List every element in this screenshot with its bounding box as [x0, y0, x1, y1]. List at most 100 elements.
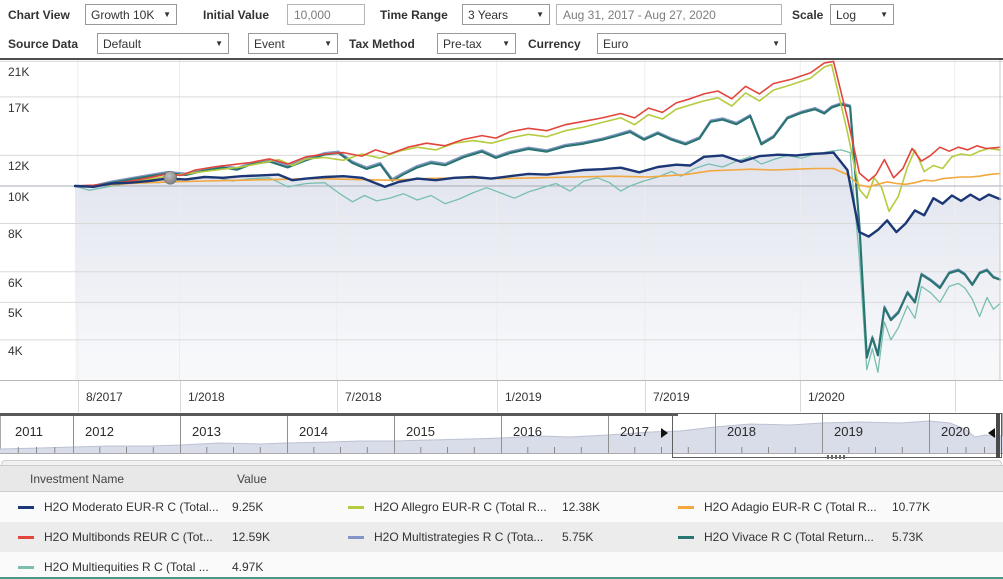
toolbar-row-2: Source Data Default ▼ Event ▼ Tax Method…: [0, 29, 1003, 58]
legend-investment-name: H2O Multiequities R C (Total ...: [44, 560, 209, 574]
initial-value-label: Initial Value: [203, 8, 270, 22]
x-axis-tick: [645, 381, 646, 412]
legend-investment-name: H2O Multibonds REUR C (Tot...: [44, 530, 213, 544]
y-axis-label: 17K: [8, 100, 30, 115]
legend-value: 12.38K: [562, 500, 601, 514]
y-axis-label: 12K: [8, 159, 30, 174]
time-range-value: 3 Years: [468, 7, 509, 22]
legend-row-stripe: [0, 522, 1003, 552]
series-area-moderato: [75, 152, 1000, 380]
series-line-allegro[interactable]: [74, 63, 1001, 213]
footer-accent-bar: [0, 577, 1003, 579]
x-axis: 8/2017 1/2018 7/2018 1/2019 7/2019 1/2020: [0, 380, 1003, 413]
legend-table: Investment Name Value H2O Multiequities …: [0, 465, 1003, 579]
scale-label: Scale: [792, 8, 824, 22]
legend-value: 12.59K: [232, 530, 271, 544]
timeline-year-2019[interactable]: 2019: [834, 424, 863, 439]
currency-select[interactable]: Euro ▼: [597, 33, 786, 54]
selection-left-handle-icon[interactable]: [661, 428, 668, 438]
timeline-year-2011[interactable]: 2011: [15, 424, 43, 439]
time-range-select[interactable]: 3 Years ▼: [462, 4, 550, 25]
timeline-year-2013[interactable]: 2013: [192, 424, 221, 439]
chart-view-select[interactable]: Growth 10K ▼: [85, 4, 177, 25]
source-data-select[interactable]: Default ▼: [97, 33, 229, 54]
chevron-down-icon: ▼: [772, 39, 780, 48]
chevron-down-icon: ▼: [880, 10, 888, 19]
timeline-year-2014[interactable]: 2014: [299, 424, 328, 439]
legend-row-stripe: [0, 552, 1003, 579]
legend-swatch-icon: [678, 536, 694, 539]
series-line-multibonds[interactable]: [74, 60, 1001, 187]
source-data-value: Default: [103, 36, 142, 51]
y-axis-label: 21K: [8, 65, 30, 80]
legend-swatch-icon: [18, 506, 34, 509]
legend-item-adagio[interactable]: H2O Adagio EUR-R C (Total R... 10.77K: [678, 492, 1003, 522]
scale-select[interactable]: Log ▼: [830, 4, 894, 25]
chevron-down-icon: ▼: [324, 39, 332, 48]
timeline-year-2012[interactable]: 2012: [85, 424, 114, 439]
legend-investment-name: H2O Allegro EUR-R C (Total R...: [374, 500, 547, 514]
event-value: Event: [254, 36, 285, 51]
x-axis-label: 7/2019: [653, 390, 690, 404]
x-axis-label: 8/2017: [86, 390, 123, 404]
selection-drag-grip[interactable]: [827, 455, 845, 459]
toolbar-row-1: Chart View Growth 10K ▼ Initial Value 10…: [0, 0, 1003, 29]
series-line-multiequities[interactable]: [74, 149, 1001, 373]
legend-item-moderato[interactable]: H2O Moderato EUR-R C (Total... 9.25K: [18, 492, 348, 522]
timeline-scrubber[interactable]: 2011 2012 2013 2014 2015 2016 2017 2018 2019 2020: [0, 413, 1003, 468]
initial-value-input[interactable]: 10,000: [287, 4, 365, 25]
legend-value: 5.73K: [892, 530, 924, 544]
legend-value: 4.97K: [232, 560, 264, 574]
selection-right-edge[interactable]: [996, 413, 1000, 458]
timeline-year-2020[interactable]: 2020: [941, 424, 970, 439]
x-axis-label: 1/2020: [808, 390, 845, 404]
event-marker-dot[interactable]: [163, 171, 178, 185]
legend-value: 9.25K: [232, 500, 264, 514]
chart-view-value: Growth 10K: [91, 7, 155, 22]
legend-item-vivace[interactable]: H2O Vivace R C (Total Return... 5.73K: [678, 522, 1003, 552]
timeline-year-2018[interactable]: 2018: [727, 424, 756, 439]
timeline-year-2017[interactable]: 2017: [620, 424, 649, 439]
x-axis-tick: [337, 381, 338, 412]
timeline-preview-area: [0, 421, 1003, 453]
legend-header: Investment Name Value: [0, 466, 1003, 492]
legend-item-multiequities[interactable]: H2O Multiequities R C (Total ... 4.97K: [18, 552, 348, 579]
selection-right-handle-icon[interactable]: [988, 428, 995, 438]
x-axis-tick: [78, 381, 79, 412]
timeline-year-2015[interactable]: 2015: [406, 424, 435, 439]
legend-item-allegro[interactable]: H2O Allegro EUR-R C (Total R... 12.38K: [348, 492, 678, 522]
series-line-moderato[interactable]: [73, 151, 1002, 238]
x-axis-label: 1/2018: [188, 390, 225, 404]
date-range-input[interactable]: Aug 31, 2017 - Aug 27, 2020: [556, 4, 782, 25]
chart-plot-area[interactable]: 21K 17K 12K 10K 8K 6K 5K 4K: [0, 60, 1003, 380]
series-line-vivace[interactable]: [73, 103, 1002, 359]
chart-view-label: Chart View: [8, 8, 70, 22]
series-line-multistrategies[interactable]: [74, 102, 1001, 356]
currency-label: Currency: [528, 37, 581, 51]
legend-investment-name: H2O Moderato EUR-R C (Total...: [44, 500, 219, 514]
legend-item-multibonds[interactable]: H2O Multibonds REUR C (Tot... 12.59K: [18, 522, 348, 552]
time-range-label: Time Range: [380, 8, 448, 22]
legend-header-investment-name: Investment Name: [30, 472, 125, 486]
legend-swatch-icon: [348, 506, 364, 509]
legend-item-multistrategies[interactable]: H2O Multistrategies R C (Tota... 5.75K: [348, 522, 678, 552]
timeline-year-2016[interactable]: 2016: [513, 424, 542, 439]
scale-value: Log: [836, 7, 857, 22]
legend-swatch-icon: [18, 536, 34, 539]
legend-investment-name: H2O Vivace R C (Total Return...: [704, 530, 874, 544]
legend-row-stripe: [0, 492, 1003, 522]
event-select[interactable]: Event ▼: [248, 33, 338, 54]
toolbar-divider: [0, 58, 1003, 60]
chevron-down-icon: ▼: [502, 39, 510, 48]
tax-method-select[interactable]: Pre-tax ▼: [437, 33, 516, 54]
timeline-preview: [0, 413, 1003, 454]
x-axis-tick: [800, 381, 801, 412]
legend-value: 5.75K: [562, 530, 594, 544]
timeline-preview-edge: [0, 420, 1003, 450]
legend-swatch-icon: [348, 536, 364, 539]
legend-value: 10.77K: [892, 500, 931, 514]
y-axis-label: 6K: [8, 275, 23, 290]
growth-chart[interactable]: [0, 60, 1003, 380]
legend-header-value: Value: [237, 472, 267, 486]
